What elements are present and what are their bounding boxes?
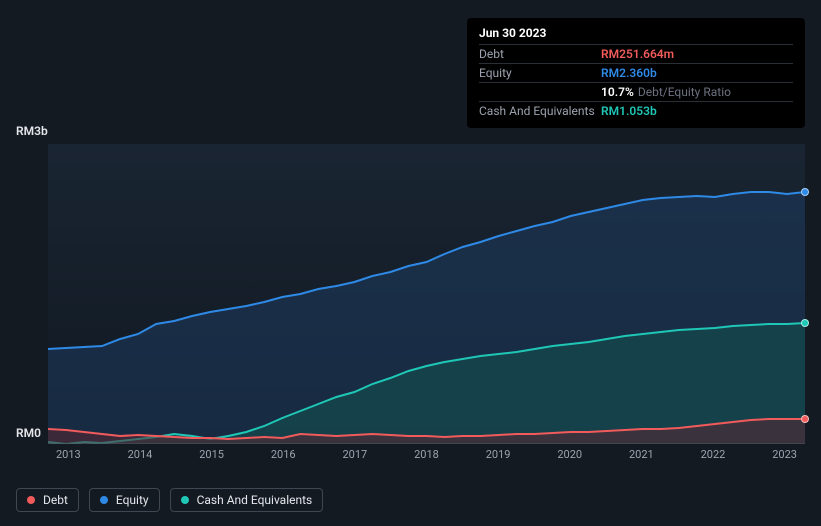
tooltip-row-suffix: Debt/Equity Ratio bbox=[638, 85, 731, 99]
tooltip-row: 10.7%Debt/Equity Ratio bbox=[479, 82, 793, 101]
x-tick-label: 2020 bbox=[557, 448, 582, 461]
legend-label: Debt bbox=[43, 493, 68, 507]
legend-label: Cash And Equivalents bbox=[197, 493, 313, 507]
tooltip-row: Cash And EquivalentsRM1.053b bbox=[479, 101, 793, 120]
tooltip-row-label: Equity bbox=[479, 66, 601, 80]
series-end-dot bbox=[801, 415, 809, 423]
x-axis: 2013 2014 2015 2016 2017 2018 2019 2020 2021 2022… bbox=[48, 448, 805, 461]
x-tick-label: 2023 bbox=[772, 448, 797, 461]
legend-item[interactable]: Equity bbox=[89, 488, 160, 512]
tooltip-row-label bbox=[479, 85, 601, 99]
series-end-dot bbox=[801, 188, 809, 196]
chart-svg[interactable] bbox=[48, 144, 805, 444]
yaxis-top-label: RM3b bbox=[16, 124, 48, 138]
legend-dot-icon bbox=[100, 496, 108, 504]
yaxis-bottom-label: RM0 bbox=[16, 426, 41, 440]
legend-dot-icon bbox=[181, 496, 189, 504]
series-end-dot bbox=[801, 319, 809, 327]
x-tick-label: 2022 bbox=[701, 448, 726, 461]
chart-tooltip: Jun 30 2023 DebtRM251.664mEquityRM2.360b… bbox=[467, 18, 805, 128]
legend-label: Equity bbox=[116, 493, 149, 507]
tooltip-row-value: 10.7%Debt/Equity Ratio bbox=[601, 85, 731, 99]
tooltip-date: Jun 30 2023 bbox=[479, 26, 793, 44]
x-tick-label: 2016 bbox=[271, 448, 296, 461]
tooltip-row-value: RM1.053b bbox=[601, 104, 657, 118]
x-tick-label: 2018 bbox=[414, 448, 439, 461]
legend-dot-icon bbox=[27, 496, 35, 504]
tooltip-row-label: Debt bbox=[479, 47, 601, 61]
x-tick-label: 2019 bbox=[486, 448, 511, 461]
x-tick-label: 2013 bbox=[56, 448, 81, 461]
x-tick-label: 2015 bbox=[199, 448, 224, 461]
x-tick-label: 2021 bbox=[629, 448, 654, 461]
chart-legend: Debt Equity Cash And Equivalents bbox=[16, 488, 323, 512]
financial-chart: RM3b RM0 2013 2014 2015 2016 2017 2018 2019 202… bbox=[16, 120, 805, 470]
tooltip-row: EquityRM2.360b bbox=[479, 63, 793, 82]
legend-item[interactable]: Debt bbox=[16, 488, 79, 512]
legend-item[interactable]: Cash And Equivalents bbox=[170, 488, 324, 512]
tooltip-row: DebtRM251.664m bbox=[479, 44, 793, 63]
tooltip-row-value: RM2.360b bbox=[601, 66, 657, 80]
tooltip-row-label: Cash And Equivalents bbox=[479, 104, 601, 118]
x-tick-label: 2017 bbox=[343, 448, 368, 461]
x-tick-label: 2014 bbox=[128, 448, 153, 461]
tooltip-row-value: RM251.664m bbox=[601, 47, 674, 61]
